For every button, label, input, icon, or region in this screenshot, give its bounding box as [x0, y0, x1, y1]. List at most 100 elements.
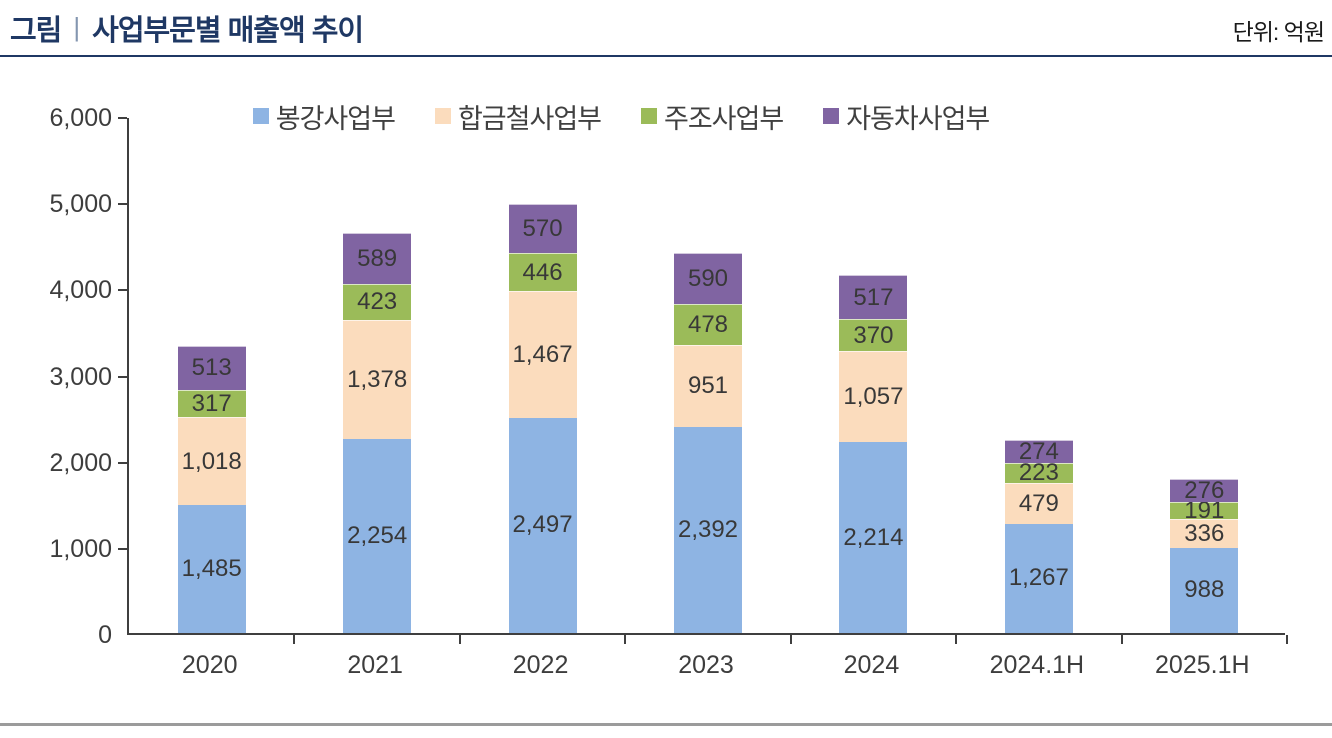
bar-segment: 1,485: [177, 505, 246, 633]
y-axis-label: 1,000: [49, 534, 112, 563]
y-axis-tick: [118, 117, 127, 119]
bar-segment-label: 589: [357, 244, 398, 272]
bar-segment-label: 2,497: [512, 511, 573, 539]
bar-segment-label: 1,267: [1008, 564, 1069, 592]
y-axis-label: 4,000: [49, 276, 112, 305]
bar-segment: 513: [177, 345, 246, 391]
x-axis-tick: [624, 635, 627, 644]
bar-segment-label: 223: [1018, 459, 1059, 487]
bar-segment-label: 590: [687, 264, 729, 292]
stacked-bar-chart: 봉강사업부 합금철사업부 주조사업부 자동차사업부 1,485 1,018 317 513 2…: [0, 57, 1332, 707]
bar-segment-label: 513: [191, 354, 232, 382]
bar-segment-label: 478: [687, 310, 729, 338]
bar-segment: 1,267: [1004, 523, 1073, 633]
chart-legend: 봉강사업부 합금철사업부 주조사업부 자동차사업부: [127, 97, 1285, 135]
legend-item: 합금철사업부: [434, 97, 602, 136]
bar-segment: 423: [343, 283, 412, 321]
bar-segment-label: 570: [522, 214, 563, 242]
figure-title-separator: |: [73, 12, 81, 42]
y-axis-tick: [118, 203, 127, 206]
x-axis-tick: [1120, 635, 1123, 644]
legend-swatch-icon: [641, 108, 657, 124]
figure-title-prefix: 그림: [10, 14, 62, 47]
bar-segment-label: 370: [853, 321, 894, 349]
bar-segment-label: 517: [853, 283, 894, 311]
y-axis-label: 6,000: [49, 104, 112, 132]
bar-segment-label: 446: [522, 258, 563, 286]
bar-segment: 951: [674, 344, 742, 427]
bar-segment: 590: [674, 252, 742, 304]
plot-area: 1,485 1,018 317 513 2,254 1,378 423 589 2,497 1,4…: [118, 117, 1288, 644]
bar-segment-label: 2,214: [843, 523, 904, 551]
bar-segment: 276: [1170, 477, 1239, 505]
unit-label: 단위: 억원: [1232, 19, 1325, 45]
x-axis-label: 2024: [843, 651, 900, 679]
legend-label: 주조사업부: [664, 103, 784, 134]
bar-segment-label: 1,057: [843, 383, 904, 411]
y-axis-tick: [118, 289, 127, 292]
bar-segment: 2,214: [839, 442, 908, 633]
bar-segment: 223: [1004, 459, 1073, 487]
bar-segment-label: 1,485: [181, 555, 242, 583]
bar-segment: 336: [1170, 518, 1239, 548]
bar-segment-label: 1,018: [181, 447, 242, 475]
legend-label: 합금철사업부: [457, 103, 602, 134]
bar-segment-label: 2,392: [677, 515, 739, 543]
legend-item: 자동차사업부: [823, 97, 990, 136]
bar-segment-label: 317: [191, 390, 232, 418]
bar-segment-label: 951: [687, 372, 729, 400]
x-axis-tick: [293, 635, 296, 644]
bar-segment-label: 2,254: [347, 521, 408, 549]
bar-segment: 2,392: [674, 426, 742, 633]
legend-label: 봉강사업부: [275, 103, 396, 134]
y-axis-tick: [118, 461, 127, 464]
x-axis-label: 2021: [347, 651, 403, 679]
x-axis-tick: [1286, 635, 1288, 644]
x-axis-tick: [458, 635, 461, 644]
bar-segment: 478: [674, 303, 742, 345]
bar-segment-label: 1,378: [347, 365, 408, 393]
footer-divider: [0, 723, 1332, 726]
x-axis-label: 2024.1H: [989, 651, 1085, 679]
bar-segment-label: 191: [1184, 497, 1225, 525]
x-axis-label: 2020: [181, 651, 238, 679]
y-axis-label: 2,000: [49, 448, 112, 477]
x-axis-tick: [955, 635, 958, 644]
y-axis-label: 5,000: [49, 190, 112, 219]
legend-swatch-icon: [252, 108, 269, 124]
legend-item: 주조사업부: [641, 97, 784, 136]
bar-segment: 517: [839, 274, 908, 320]
y-axis-label: 0: [98, 621, 112, 649]
bar-segment-label: 988: [1184, 576, 1225, 604]
figure-title-text: 사업부문별 매출액 추이: [92, 14, 364, 47]
bar-segment: 589: [343, 232, 412, 284]
bar-segment: 570: [508, 203, 577, 254]
x-axis-label: 2025.1H: [1155, 651, 1250, 679]
bar-segment-label: 1,467: [512, 341, 573, 369]
figure-title: 그림 | 사업부문별 매출액 추이: [10, 7, 364, 49]
bar-segment: 1,018: [177, 417, 246, 506]
bar-segment: 370: [839, 319, 908, 352]
bar-segment: 446: [508, 253, 577, 292]
bar-segment-label: 336: [1184, 519, 1225, 547]
legend-item: 봉강사업부: [252, 97, 396, 136]
x-axis-label: 2022: [512, 651, 569, 679]
bar-segment: 2,254: [343, 438, 412, 633]
bar-segment-label: 276: [1184, 477, 1225, 505]
legend-swatch-icon: [434, 108, 451, 124]
y-axis-tick: [118, 547, 127, 550]
bar-segment: 988: [1170, 547, 1239, 633]
bar-segment: 317: [177, 390, 246, 418]
bar-segment-label: 274: [1018, 438, 1059, 466]
y-axis-tick: [118, 375, 127, 378]
bar-segment-label: 423: [357, 288, 398, 316]
y-axis-label: 3,000: [49, 362, 112, 391]
bar-segment: 1,057: [839, 351, 908, 443]
bar-segment: 2,497: [508, 417, 577, 633]
bar-segment: 274: [1004, 438, 1073, 466]
x-axis-tick: [789, 635, 792, 644]
bar-segment: 191: [1170, 499, 1239, 523]
legend-swatch-icon: [823, 108, 840, 124]
legend-label: 자동차사업부: [846, 103, 990, 134]
